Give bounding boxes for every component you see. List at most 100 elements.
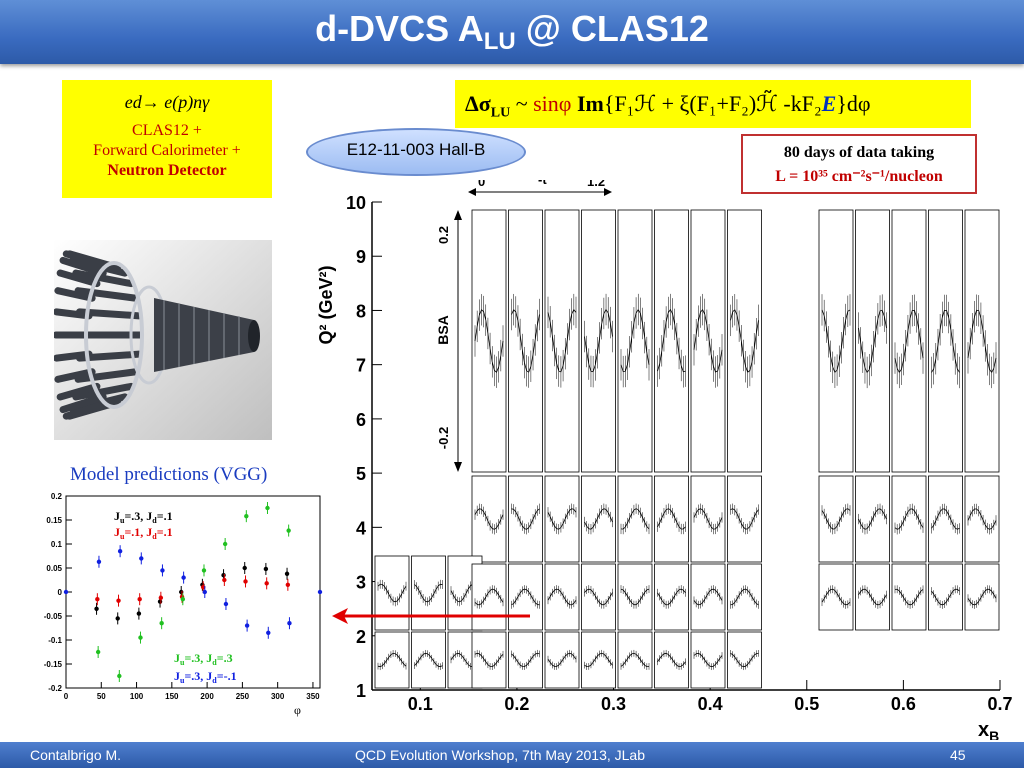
model-point bbox=[222, 577, 227, 583]
model-legend-entry: Ju=.3, Jd=-.1 bbox=[174, 669, 237, 685]
model-point bbox=[285, 582, 291, 587]
bsa-points bbox=[858, 588, 887, 606]
beamtime-days: 80 days of data taking bbox=[783, 144, 935, 161]
luminosity: L = 10³⁵ cm⁻²s⁻¹/nucleon bbox=[775, 168, 943, 185]
model-point bbox=[244, 623, 250, 628]
bsa-panel-low bbox=[471, 563, 507, 631]
model-point bbox=[222, 541, 228, 547]
detector-rod bbox=[72, 269, 135, 288]
model-point bbox=[265, 505, 270, 511]
model-y-tick-label: -0.05 bbox=[44, 612, 63, 621]
bsa-panel-high bbox=[818, 209, 854, 473]
footer-bar: Contalbrigo M. QCD Evolution Workshop, 7… bbox=[0, 742, 1024, 768]
bsa-panel-low bbox=[508, 563, 543, 631]
bsa-points bbox=[547, 588, 577, 606]
x-tick-label: 0.5 bbox=[794, 694, 819, 714]
model-point bbox=[117, 549, 123, 554]
bsa-points bbox=[584, 588, 613, 606]
model-point bbox=[181, 575, 186, 580]
model-x-tick-label: 250 bbox=[236, 692, 250, 701]
model-point bbox=[159, 621, 164, 626]
bsa-points bbox=[894, 588, 924, 606]
bsa-panel-lowest bbox=[654, 631, 689, 689]
bsa-panel-mid bbox=[654, 475, 689, 563]
bsa-points bbox=[693, 508, 723, 530]
bsa-panels bbox=[374, 209, 1000, 689]
bsa-panel-low bbox=[617, 563, 653, 631]
bsa-points bbox=[693, 652, 723, 668]
bsa-label: BSA bbox=[435, 315, 451, 345]
x-tick-label: 0.1 bbox=[408, 694, 433, 714]
y-tick-label: 2 bbox=[356, 627, 366, 647]
bsa-panel-low bbox=[855, 563, 890, 631]
setup-line-2: Forward Calorimeter + bbox=[93, 142, 241, 159]
detector-rod bbox=[74, 368, 140, 383]
bsa-tick-bottom: -0.2 bbox=[436, 427, 451, 449]
detector-rod bbox=[59, 256, 107, 277]
bsa-points bbox=[821, 309, 851, 374]
y-tick-label: 10 bbox=[346, 193, 366, 213]
model-point bbox=[139, 556, 144, 561]
bsa-panel-mid bbox=[471, 475, 507, 563]
bsa-panel-lowest bbox=[544, 631, 580, 689]
model-chart: 0.20.150.10.050-0.05-0.1-0.15-0.20 50 100 1… bbox=[44, 492, 323, 717]
model-x-tick-label: 300 bbox=[271, 692, 285, 701]
bsa-panel-lowest bbox=[727, 631, 762, 689]
bsa-panel-mid bbox=[508, 475, 543, 563]
bsa-panel-high bbox=[727, 209, 762, 473]
model-point bbox=[180, 597, 186, 602]
y-tick-label: 3 bbox=[356, 573, 366, 593]
y-tick-label: 5 bbox=[356, 464, 366, 484]
bsa-panel-high bbox=[654, 209, 689, 473]
reaction-equation: ed→ e(p)nγ bbox=[124, 92, 210, 112]
t-min-label: 0 bbox=[478, 180, 485, 189]
bsa-points bbox=[584, 508, 613, 530]
title-bar: d-DVCS ALU @ CLAS12 bbox=[0, 0, 1024, 64]
detector-rod bbox=[59, 393, 107, 414]
t-arrowhead-right bbox=[604, 188, 612, 196]
bsa-points bbox=[931, 508, 960, 530]
t-arrowhead-left bbox=[468, 188, 476, 196]
detector-rod bbox=[76, 308, 143, 320]
bsa-panel-low bbox=[690, 563, 726, 631]
bsa-points bbox=[657, 588, 686, 606]
detector-rod bbox=[69, 256, 129, 277]
bsa-points bbox=[821, 588, 851, 606]
slide-title: d-DVCS ALU @ CLAS12 bbox=[315, 8, 709, 56]
y-tick-label: 1 bbox=[356, 681, 366, 701]
model-title: Model predictions (VGG) bbox=[70, 464, 268, 485]
t-label: -t bbox=[538, 180, 547, 187]
model-y-tick-label: -0.1 bbox=[48, 636, 62, 645]
model-point bbox=[160, 568, 165, 573]
model-point bbox=[94, 606, 99, 611]
model-y-tick-label: 0.1 bbox=[51, 540, 63, 549]
bsa-points bbox=[547, 652, 577, 667]
bsa-points bbox=[657, 508, 686, 530]
bsa-panel-low bbox=[654, 563, 689, 631]
bsa-panel-low bbox=[374, 555, 410, 631]
bsa-panel-mid bbox=[690, 475, 726, 563]
model-y-tick-label: 0.2 bbox=[51, 492, 63, 501]
bsa-panel-mid bbox=[727, 475, 762, 563]
bsa-panel-low bbox=[928, 563, 963, 631]
bsa-points bbox=[693, 308, 723, 373]
model-point bbox=[284, 571, 290, 576]
model-point bbox=[95, 597, 100, 602]
model-y-tick-label: 0.05 bbox=[46, 564, 62, 573]
detector-rod bbox=[54, 287, 96, 302]
bsa-points bbox=[821, 508, 851, 530]
y-tick-label: 6 bbox=[356, 410, 366, 430]
bsa-points bbox=[547, 508, 577, 530]
main-chart: 1 2 3 4 5 6 7 8 9 10 0.1 0.2 0.3 0.4 0.5 0.6 0.7 xB Q² (Ge… bbox=[316, 180, 1013, 740]
bsa-panel-lowest bbox=[690, 631, 726, 689]
footer-author: Contalbrigo M. bbox=[30, 747, 122, 763]
model-x-tick-label: 0 bbox=[64, 692, 69, 701]
model-point bbox=[263, 566, 269, 572]
model-x-tick-label: 100 bbox=[130, 692, 144, 701]
model-point bbox=[116, 598, 121, 603]
t-max-label: 1.2 bbox=[587, 180, 605, 189]
model-point bbox=[158, 595, 164, 600]
model-legend-entry: Ju=.3, Jd=.1 bbox=[114, 509, 173, 525]
reaction-box: ed→ e(p)nγ CLAS12 + Forward Calorimeter … bbox=[62, 80, 272, 198]
y-tick-label: 4 bbox=[356, 518, 366, 538]
